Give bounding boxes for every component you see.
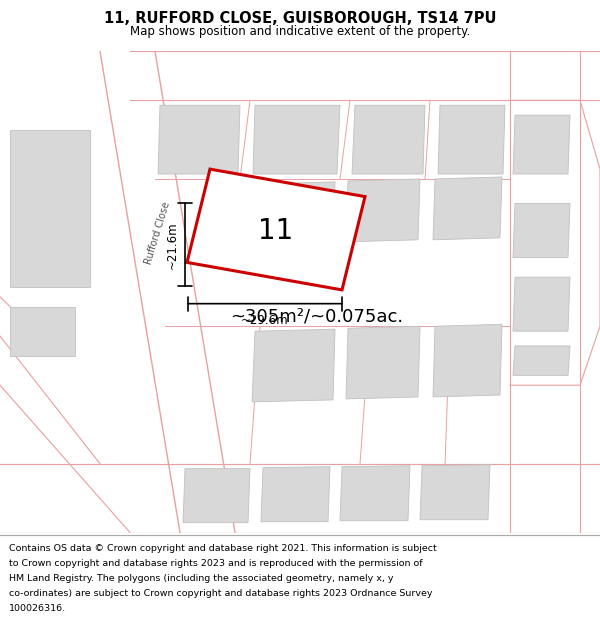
- Text: 11, RUFFORD CLOSE, GUISBOROUGH, TS14 7PU: 11, RUFFORD CLOSE, GUISBOROUGH, TS14 7PU: [104, 11, 496, 26]
- Polygon shape: [433, 324, 502, 397]
- Polygon shape: [252, 329, 335, 402]
- Text: co-ordinates) are subject to Crown copyright and database rights 2023 Ordnance S: co-ordinates) are subject to Crown copyr…: [9, 589, 433, 598]
- Text: to Crown copyright and database rights 2023 and is reproduced with the permissio: to Crown copyright and database rights 2…: [9, 559, 422, 568]
- Polygon shape: [513, 115, 570, 174]
- Polygon shape: [346, 326, 420, 399]
- Text: ~21.6m: ~21.6m: [166, 221, 179, 269]
- Polygon shape: [158, 105, 240, 174]
- Text: 11: 11: [259, 217, 293, 245]
- Polygon shape: [346, 179, 420, 242]
- Polygon shape: [187, 169, 365, 290]
- Polygon shape: [340, 466, 410, 521]
- Polygon shape: [0, 464, 600, 532]
- Polygon shape: [100, 51, 235, 532]
- Polygon shape: [10, 307, 75, 356]
- Polygon shape: [261, 467, 330, 522]
- Polygon shape: [130, 51, 600, 101]
- Polygon shape: [183, 469, 250, 522]
- Polygon shape: [510, 51, 600, 532]
- Polygon shape: [253, 105, 340, 174]
- Polygon shape: [513, 277, 570, 331]
- Polygon shape: [438, 105, 505, 174]
- Text: Rufford Close: Rufford Close: [144, 201, 172, 266]
- Polygon shape: [513, 346, 570, 376]
- Text: ~305m²/~0.075ac.: ~305m²/~0.075ac.: [230, 308, 403, 326]
- Polygon shape: [352, 105, 425, 174]
- Text: HM Land Registry. The polygons (including the associated geometry, namely x, y: HM Land Registry. The polygons (includin…: [9, 574, 394, 582]
- Text: 100026316.: 100026316.: [9, 604, 66, 612]
- Text: Contains OS data © Crown copyright and database right 2021. This information is : Contains OS data © Crown copyright and d…: [9, 544, 437, 552]
- Polygon shape: [513, 204, 570, 258]
- Text: ~29.6m: ~29.6m: [241, 314, 289, 328]
- Polygon shape: [420, 465, 490, 520]
- Polygon shape: [260, 182, 335, 245]
- Polygon shape: [433, 177, 502, 240]
- Text: Map shows position and indicative extent of the property.: Map shows position and indicative extent…: [130, 26, 470, 39]
- Polygon shape: [10, 130, 90, 287]
